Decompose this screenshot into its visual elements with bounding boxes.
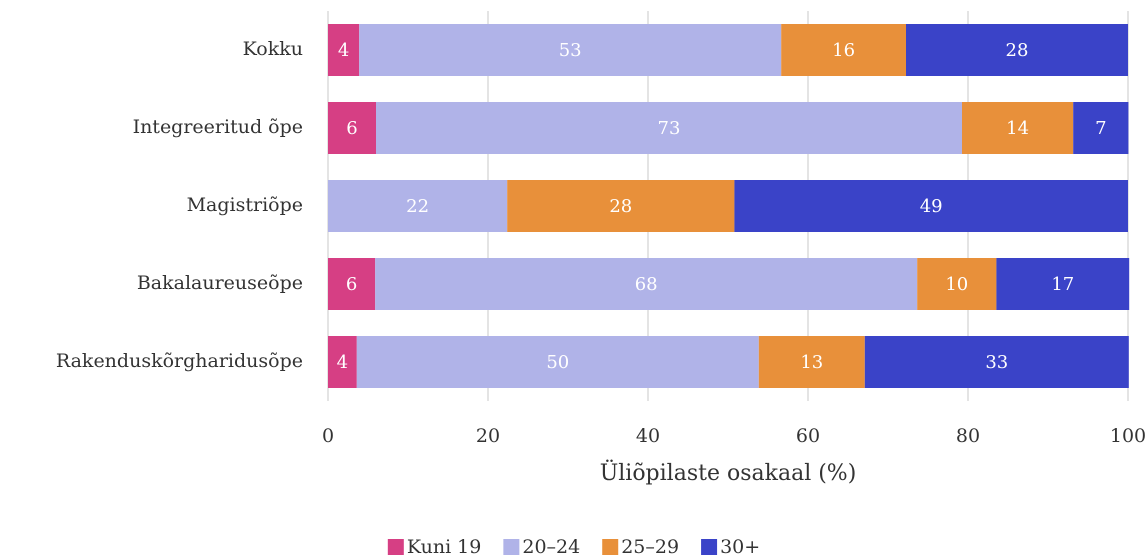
data-label: 49 (920, 196, 943, 217)
data-label: 7 (1095, 118, 1106, 139)
legend-swatch (387, 539, 404, 555)
data-label: 17 (1051, 274, 1074, 295)
data-label: 14 (1006, 118, 1029, 139)
data-label: 50 (546, 352, 569, 373)
data-label: 4 (338, 40, 349, 61)
bar-segment (1073, 102, 1129, 154)
x-tick-label: 40 (636, 425, 660, 447)
data-label: 28 (609, 196, 632, 217)
bar-segment (758, 336, 865, 388)
data-label: 33 (985, 352, 1008, 373)
legend-label: 20–24 (522, 536, 580, 558)
legend-swatch (602, 539, 619, 555)
category-label: Integreeritud õpe (133, 116, 303, 138)
bar-segment (917, 258, 997, 310)
bar-segment (328, 258, 376, 310)
legend-label: Kuni 19 (407, 536, 482, 558)
data-label: 10 (945, 274, 968, 295)
category-label: Kokku (243, 38, 303, 60)
data-label: 73 (658, 118, 681, 139)
data-label: 22 (406, 196, 429, 217)
data-label: 68 (635, 274, 658, 295)
category-label: Rakenduskõrgharidusõpe (56, 350, 303, 372)
x-tick-label: 80 (956, 425, 980, 447)
data-label: 4 (337, 352, 348, 373)
data-label: 28 (1006, 40, 1029, 61)
x-axis-title: Üliõpilaste osakaal (%) (600, 459, 857, 486)
bar-segment (328, 180, 508, 232)
bar-segment (906, 24, 1128, 76)
bar-segment (328, 102, 376, 154)
data-label: 13 (800, 352, 823, 373)
bar-segment (328, 24, 360, 76)
bar-segment (864, 336, 1129, 388)
data-label: 16 (832, 40, 855, 61)
data-label: 53 (559, 40, 582, 61)
bar-segment (781, 24, 906, 76)
data-label: 6 (346, 274, 357, 295)
data-label: 6 (346, 118, 357, 139)
legend-swatch (503, 539, 520, 555)
category-label: Magistriõpe (187, 194, 303, 216)
legend-swatch (701, 539, 718, 555)
bar-segment (375, 258, 918, 310)
bar-segment (376, 102, 962, 154)
bar-segment (507, 180, 735, 232)
bar-segment (734, 180, 1128, 232)
bar-segment (962, 102, 1074, 154)
x-tick-label: 60 (796, 425, 820, 447)
x-tick-label: 20 (476, 425, 500, 447)
bar-segment (996, 258, 1130, 310)
x-tick-label: 0 (322, 425, 334, 447)
bar-segment (356, 336, 759, 388)
bar-segment (328, 336, 357, 388)
legend-label: 25–29 (621, 536, 679, 558)
legend-label: 30+ (720, 536, 760, 558)
bar-segment (359, 24, 782, 76)
x-tick-label: 100 (1110, 425, 1146, 447)
category-label: Bakalaureuseõpe (137, 272, 303, 294)
